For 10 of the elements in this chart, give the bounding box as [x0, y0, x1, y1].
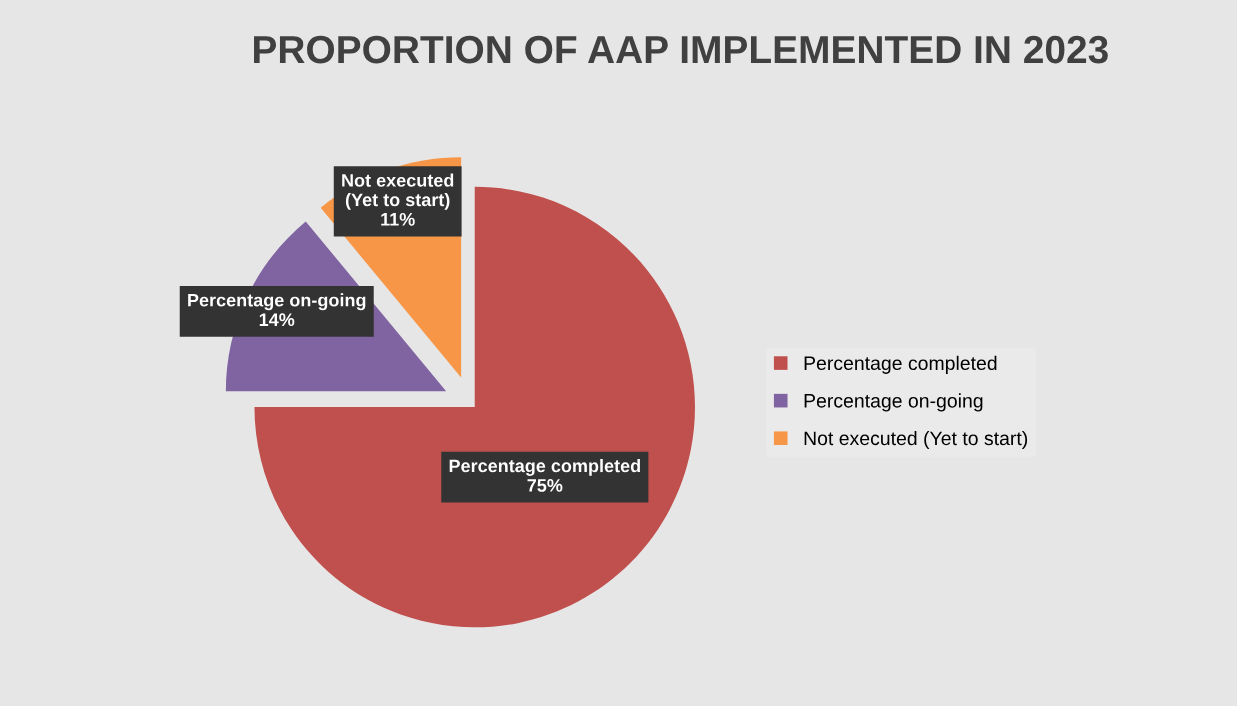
- slice-label: Percentage completed: [449, 459, 640, 476]
- legend-label: Percentage completed: [804, 355, 997, 374]
- slice-label: Percentage on-going: [188, 293, 366, 311]
- data-label: 14%: [259, 313, 295, 327]
- legend-label: Not executed (Yet to start): [804, 430, 1028, 450]
- data-label: 11%: [381, 212, 415, 226]
- slice-label: Not executed (Yet to start): [342, 173, 454, 210]
- chart-title: PROPORTION OF AAP IMPLEMENTED IN 2023: [254, 35, 1108, 64]
- data-label: 75%: [527, 479, 563, 492]
- legend-label: Percentage on-going: [804, 393, 983, 412]
